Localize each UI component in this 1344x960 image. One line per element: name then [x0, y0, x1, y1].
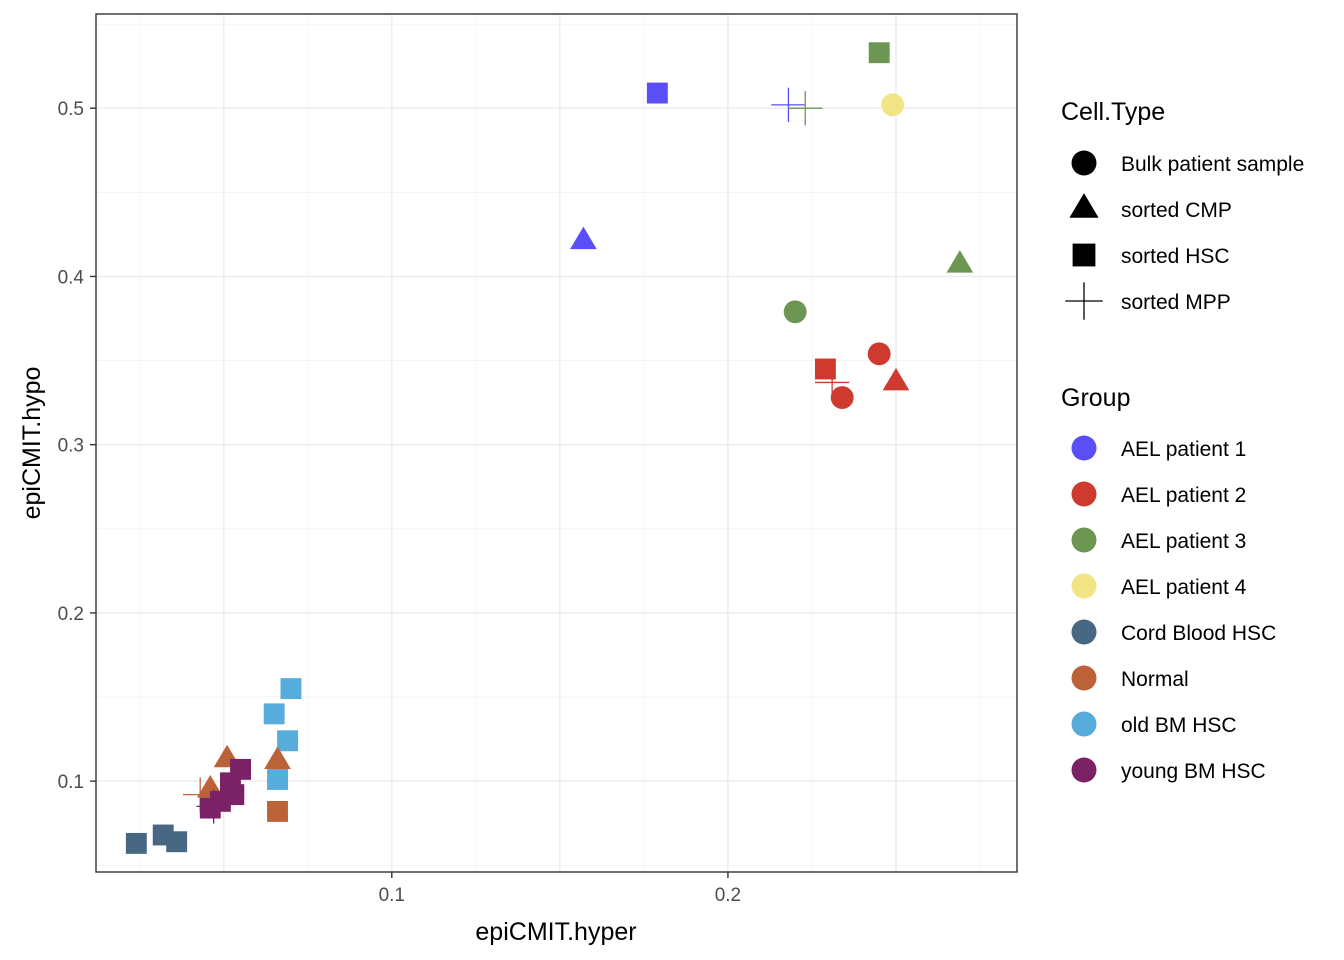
- legend-group-label: AEL patient 4: [1121, 576, 1247, 599]
- y-axis: 0.1 0.2 0.3 0.4 0.5: [58, 99, 96, 793]
- y-tick-label: 0.4: [58, 267, 85, 288]
- legend-cell-type-label: Bulk patient sample: [1121, 153, 1304, 176]
- data-point: [868, 42, 890, 64]
- legend-group-label: Cord Blood HSC: [1121, 622, 1276, 645]
- data-point: [646, 82, 668, 104]
- data-point: [830, 386, 854, 410]
- y-axis-title: epiCMIT.hypo: [18, 367, 46, 520]
- legend-group-label: Normal: [1121, 668, 1189, 691]
- legend-key-circle: [1071, 150, 1097, 176]
- legend-key-plus: [1065, 282, 1103, 320]
- legend-key-color-swatch: [1071, 711, 1097, 737]
- data-point: [881, 93, 905, 117]
- legend-key-color-swatch: [1071, 435, 1097, 461]
- y-tick-label: 0.5: [58, 99, 84, 120]
- data-point: [946, 250, 974, 273]
- legend-group: Group AEL patient 1 AEL patient 2 AEL pati…: [1061, 384, 1276, 783]
- x-tick-label: 0.1: [379, 885, 405, 906]
- legend-key-square: [1072, 243, 1096, 267]
- data-point: [814, 365, 850, 400]
- legend-cell-type-label: sorted MPP: [1121, 291, 1231, 314]
- data-point: [166, 831, 188, 853]
- legend-cell-type-label: sorted HSC: [1121, 245, 1230, 268]
- legend-key-color-swatch: [1071, 527, 1097, 553]
- legend-cell-type-title: Cell.Type: [1061, 98, 1165, 126]
- data-point: [771, 87, 806, 123]
- data-point: [267, 769, 288, 790]
- minor-gridlines: [96, 14, 1017, 872]
- legend-group-label: AEL patient 1: [1121, 438, 1246, 461]
- x-tick-label: 0.2: [715, 885, 741, 906]
- data-points: [125, 42, 974, 854]
- legend-key-color-swatch: [1071, 665, 1097, 691]
- major-gridlines: [96, 14, 1017, 872]
- data-point: [125, 832, 147, 854]
- legend-group-label: old BM HSC: [1121, 714, 1237, 737]
- data-point: [867, 342, 891, 366]
- data-point: [277, 730, 299, 752]
- legend-group-label: young BM HSC: [1121, 760, 1266, 783]
- legend-key-color-swatch: [1071, 573, 1097, 599]
- legend-key-color-swatch: [1071, 757, 1097, 783]
- data-point: [263, 703, 285, 725]
- panel-background: [96, 14, 1017, 872]
- y-tick-label: 0.3: [58, 436, 84, 457]
- legend-group-label: AEL patient 2: [1121, 484, 1246, 507]
- x-axis-title: epiCMIT.hyper: [475, 918, 636, 946]
- legend-key-color-swatch: [1071, 481, 1097, 507]
- legend-key-color-swatch: [1071, 619, 1097, 645]
- data-point: [199, 797, 221, 819]
- legend-group-title: Group: [1061, 384, 1130, 412]
- data-point: [882, 367, 910, 391]
- legend-group-label: AEL patient 3: [1121, 530, 1246, 553]
- x-axis: 0.1 0.2: [379, 872, 741, 906]
- y-tick-label: 0.1: [58, 772, 84, 793]
- data-point: [280, 678, 302, 700]
- legend-key-triangle: [1069, 193, 1099, 218]
- data-point: [570, 226, 597, 250]
- data-point: [788, 91, 823, 126]
- data-point: [783, 300, 807, 324]
- data-point: [814, 358, 836, 380]
- legend-cell-type-label: sorted CMP: [1121, 199, 1232, 222]
- y-tick-label: 0.2: [58, 604, 84, 625]
- panel-border: [95, 13, 1018, 873]
- legend-cell-type: Cell.Type Bulk patient sample sorted CMP s…: [1061, 98, 1304, 320]
- data-point: [267, 800, 288, 822]
- data-point: [264, 746, 291, 769]
